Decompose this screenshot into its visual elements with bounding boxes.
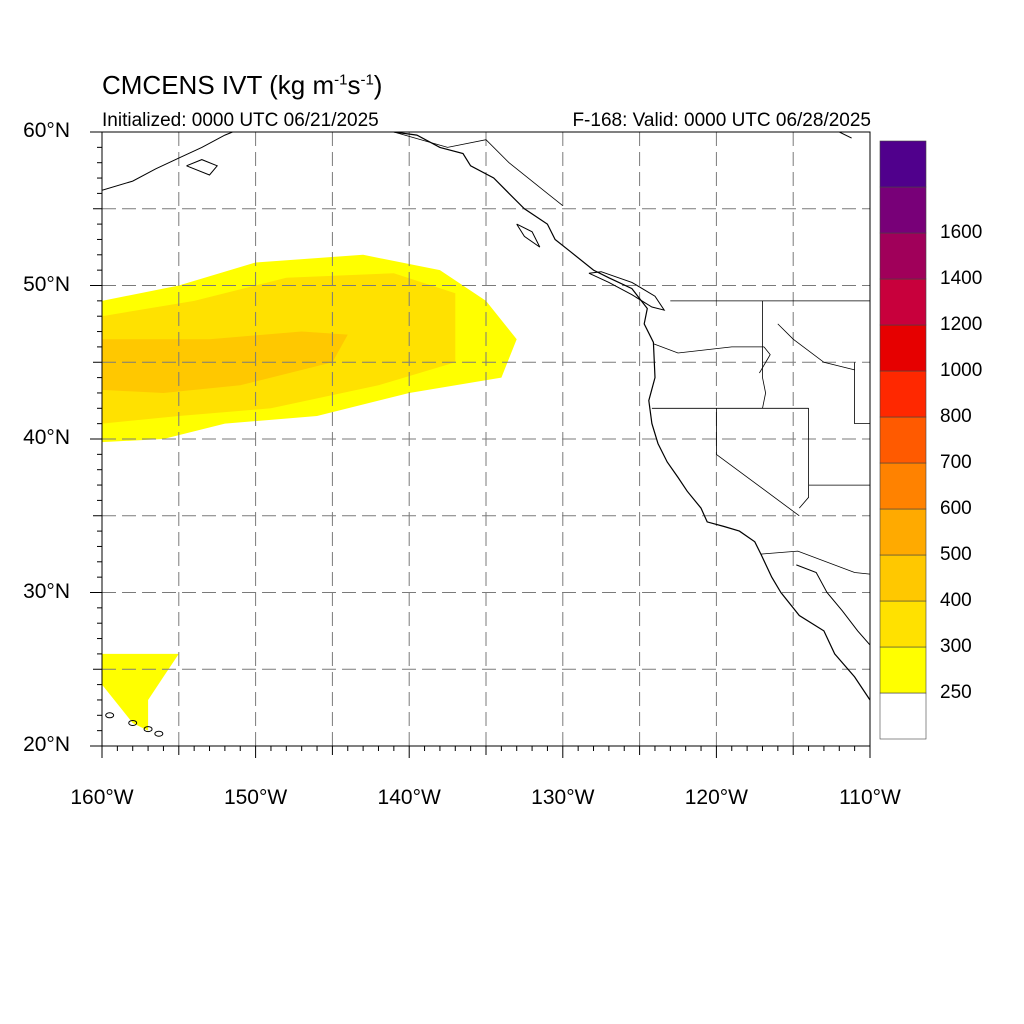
alaska-canada-border xyxy=(393,132,564,207)
plot-frame xyxy=(101,131,871,747)
colorbar-swatch-6 xyxy=(879,416,927,464)
hawaii-island-0 xyxy=(105,712,115,719)
colorbar-swatch-8 xyxy=(879,324,927,372)
chart-title: CMCENS IVT (kg m-1s-1) xyxy=(102,70,383,100)
latitude-label: 50°N xyxy=(23,272,70,296)
colorbar-swatch-11 xyxy=(879,186,927,234)
longitude-label: 160°W xyxy=(70,786,134,809)
vancouver-island xyxy=(588,271,666,311)
alaska-coast-east xyxy=(839,132,852,139)
id-or-border xyxy=(762,300,767,409)
ca-nv-border xyxy=(716,408,800,517)
colorbar-swatch-9 xyxy=(879,278,927,326)
us-mexico-border xyxy=(760,550,870,575)
west-coast-line xyxy=(393,132,870,701)
longitude-label: 130°W xyxy=(531,786,595,809)
colorbar-swatch-10 xyxy=(879,232,927,280)
latitude-label: 30°N xyxy=(23,579,70,603)
hawaii-island-4 xyxy=(167,748,175,753)
colorbar-swatch-2 xyxy=(879,600,927,648)
haida-gwaii xyxy=(516,223,541,248)
hawaii-island-3 xyxy=(154,730,164,737)
axis-ticks xyxy=(90,131,871,758)
longitude-label: 120°W xyxy=(684,786,749,809)
colorbar-label: 1600 xyxy=(940,222,983,243)
colorbar-swatch-12 xyxy=(879,140,927,188)
colorbar xyxy=(879,140,927,740)
alaska-peninsula xyxy=(102,132,233,191)
id-mt-border xyxy=(777,323,855,371)
initialized-label: Initialized: 0000 UTC 06/21/2025 xyxy=(102,110,379,131)
colorbar-label: 250 xyxy=(940,682,972,703)
colorbar-swatch-1 xyxy=(879,646,927,694)
nv-ut-border xyxy=(798,408,809,509)
colorbar-swatch-3 xyxy=(879,554,927,602)
latitude-label: 40°N xyxy=(23,426,70,449)
colorbar-label: 1200 xyxy=(940,314,983,335)
hawaii-island-2 xyxy=(143,726,153,733)
gulf-of-california xyxy=(796,564,870,646)
colorbar-swatch-5 xyxy=(879,462,927,510)
ivt-region-250-3 xyxy=(102,653,179,746)
colorbar-label: 1000 xyxy=(940,360,983,381)
grid-lines xyxy=(102,132,870,746)
longitude-label: 110°W xyxy=(839,786,901,809)
colorbar-label: 300 xyxy=(940,636,972,657)
colorbar-label: 1400 xyxy=(940,268,983,289)
colorbar-swatch-7 xyxy=(879,370,927,418)
wa-or-border xyxy=(653,343,764,354)
colorbar-swatch-4 xyxy=(879,508,927,556)
colorbar-swatch-0 xyxy=(879,692,927,740)
ivt-field-layer xyxy=(102,254,517,746)
latitude-label: 20°N xyxy=(23,733,70,756)
longitude-label: 150°W xyxy=(223,786,288,809)
kodiak-island xyxy=(186,159,219,176)
valid-time-label: F-168: Valid: 0000 UTC 06/28/2025 xyxy=(572,110,871,131)
colorbar-label: 500 xyxy=(940,544,972,565)
hawaii-island-1 xyxy=(128,719,138,726)
colorbar-label: 800 xyxy=(940,406,972,427)
wy-border xyxy=(854,362,870,424)
latitude-label: 60°N xyxy=(23,119,70,142)
id-or-river-border xyxy=(759,346,771,374)
longitude-label: 140°W xyxy=(377,786,441,809)
coastlines-layer xyxy=(102,132,870,753)
colorbar-label: 600 xyxy=(940,498,972,519)
colorbar-label: 700 xyxy=(940,452,972,473)
colorbar-label: 400 xyxy=(940,590,972,611)
